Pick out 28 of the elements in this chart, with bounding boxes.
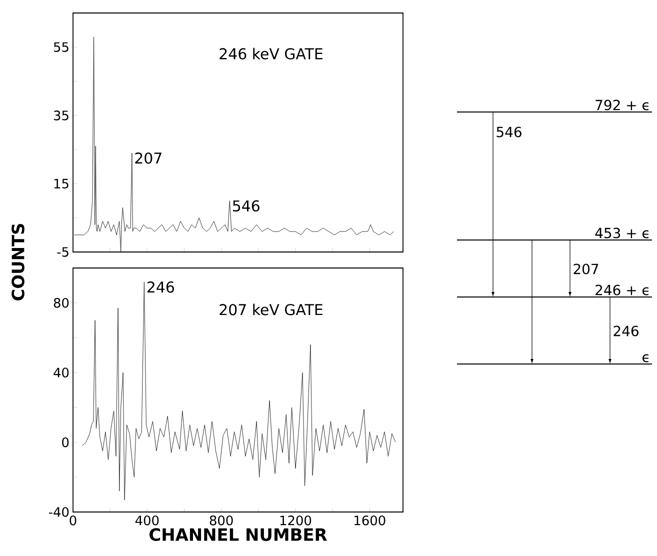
- x-tick-label: 400: [135, 516, 159, 526]
- y-tick-label: -5: [57, 247, 68, 257]
- text: 792 + ϵ: [596, 100, 648, 110]
- y-axis-title: COUNTS: [12, 224, 24, 300]
- text: 246 + ϵ: [596, 284, 648, 296]
- x-tick-label: 0: [70, 516, 76, 526]
- y-tick-label: 40: [54, 368, 69, 378]
- text: 207 keV GATE: [220, 304, 322, 316]
- annotation: 246: [147, 281, 174, 293]
- y-tick-label: 0: [62, 437, 69, 448]
- y-tick-label: 35: [54, 110, 68, 120]
- x-axis-title: CHANNEL NUMBER: [150, 528, 327, 541]
- text: 546: [496, 126, 522, 138]
- text: 453 + ϵ: [595, 228, 648, 238]
- x-tick-label: 800: [210, 516, 233, 526]
- y-tick-label: -40: [48, 507, 69, 517]
- line-series: [82, 282, 396, 500]
- text: 207: [574, 264, 598, 274]
- annotation: 207: [135, 152, 162, 164]
- text: 246 keV GATE: [220, 48, 322, 60]
- text: 246: [614, 326, 638, 336]
- text: ϵ: [642, 354, 648, 362]
- annotation: 546: [233, 200, 260, 212]
- x-tick-label: 1200: [280, 516, 312, 526]
- x-tick-label: 1600: [354, 516, 386, 526]
- y-tick-label: 15: [54, 178, 68, 189]
- y-tick-label: 55: [54, 42, 68, 52]
- y-tick-label: 80: [54, 298, 69, 308]
